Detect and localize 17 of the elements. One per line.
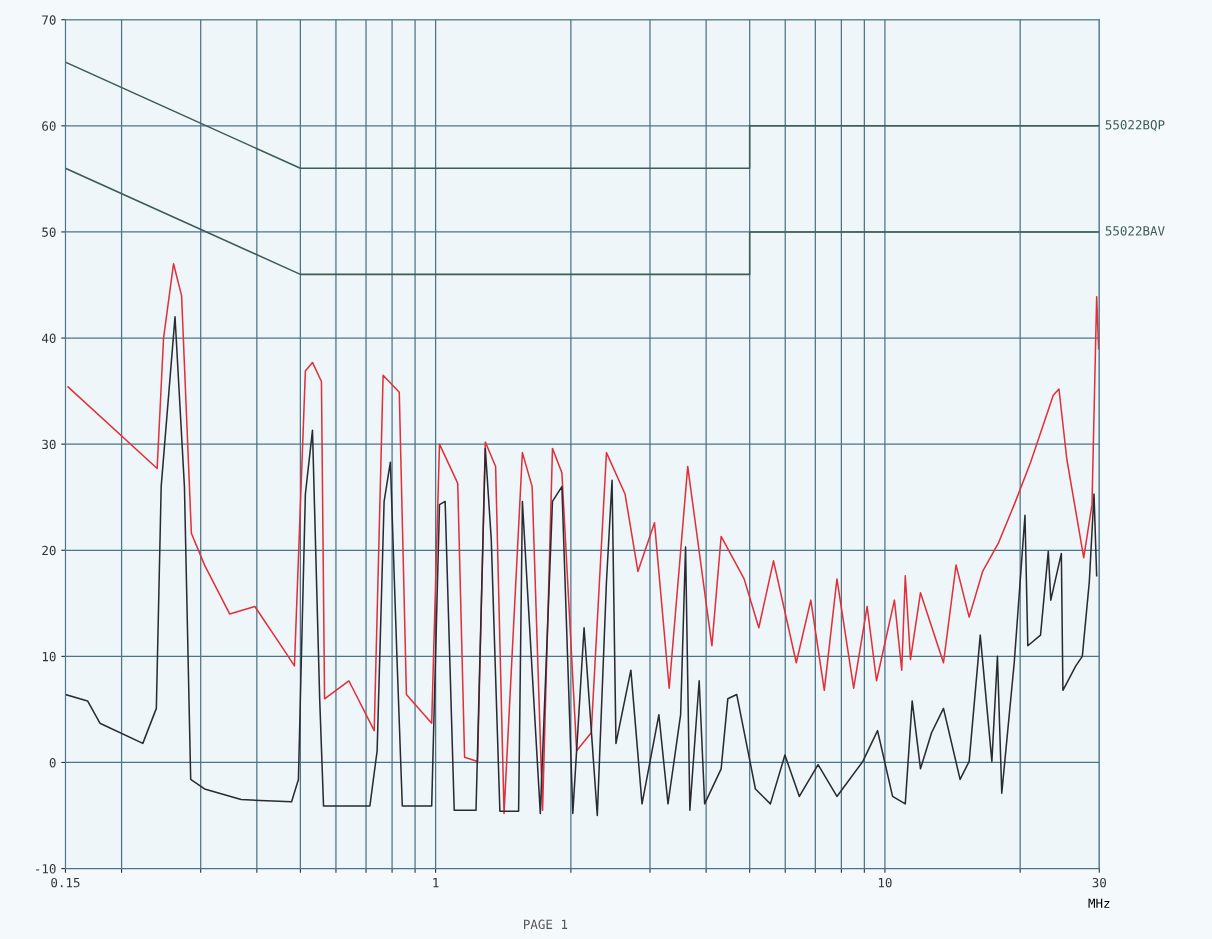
x-tick-label: 30 [1092,877,1106,888]
y-tick-label: 50 [42,227,56,237]
y-tick-label: 30 [42,439,56,450]
x-tick-label: 10 [878,877,892,888]
series-label: 55022BAV [1105,226,1165,236]
text: PAGE 1 [524,919,568,930]
y-tick-label: 0 [49,757,56,768]
x-axis-title: MHz [1088,898,1110,908]
y-tick-label: 20 [42,545,56,556]
y-tick-label: 10 [42,651,56,662]
x-tick-label: 1 [433,878,439,888]
y-tick-label: 60 [42,121,56,131]
y-tick-label: 40 [41,333,56,343]
y-tick-label: 70 [42,15,56,25]
x-tick-label: 0.15 [51,877,80,888]
y-tick-label: -10 [36,864,56,874]
series-label: 55022BQP [1105,120,1165,131]
